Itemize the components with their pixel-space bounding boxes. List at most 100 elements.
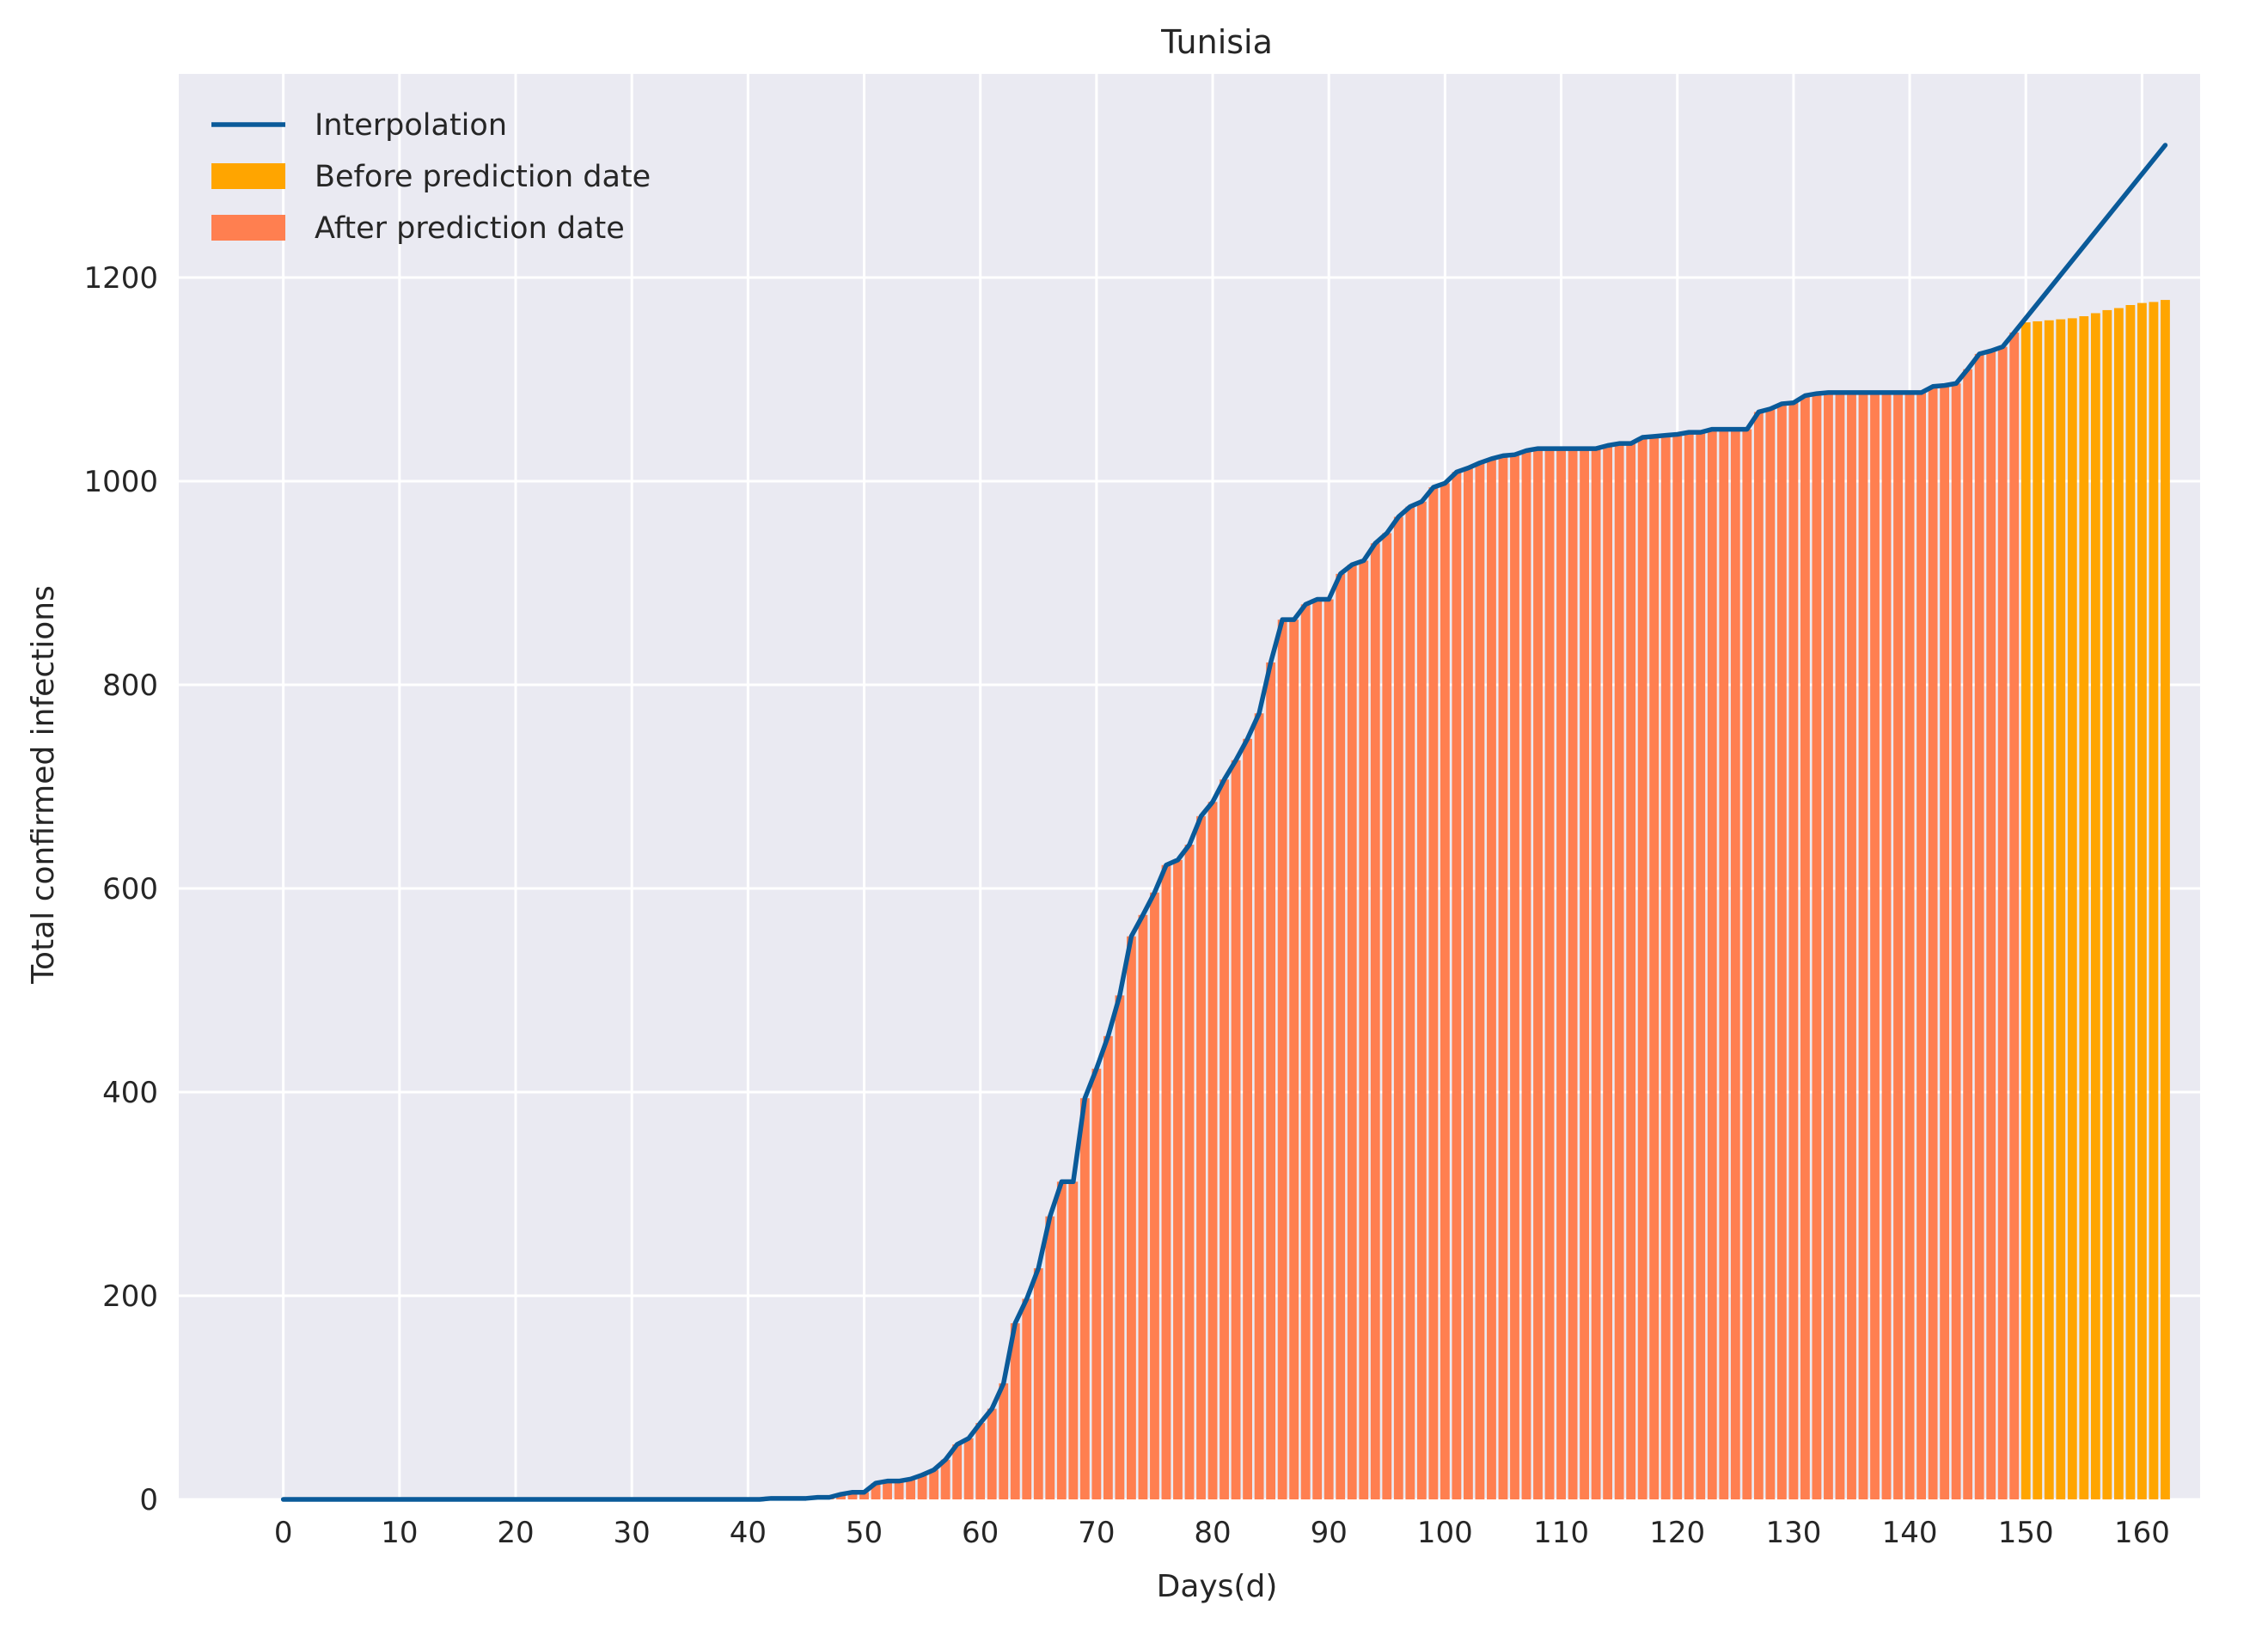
bar <box>1672 434 1683 1499</box>
bar <box>1510 455 1519 1500</box>
bar <box>1289 620 1299 1499</box>
bar <box>1138 914 1148 1499</box>
bar <box>859 1492 869 1499</box>
bar <box>1161 864 1171 1499</box>
bar <box>1300 604 1311 1499</box>
bar <box>1312 599 1323 1500</box>
y-tick-label: 0 <box>139 1483 158 1517</box>
bar <box>906 1479 915 1499</box>
bar <box>1115 995 1125 1499</box>
legend-after-swatch <box>211 215 285 241</box>
bar <box>1207 802 1218 1499</box>
bar <box>1533 449 1543 1499</box>
bar <box>1277 620 1287 1499</box>
x-tick-label: 30 <box>614 1516 651 1550</box>
bar <box>1824 392 1833 1499</box>
bar <box>1940 385 1950 1499</box>
bar <box>2125 304 2136 1499</box>
bar <box>952 1444 963 1499</box>
x-axis-label: Days(d) <box>1157 1569 1278 1604</box>
bar <box>1045 1216 1055 1499</box>
x-tick-label: 60 <box>962 1516 999 1550</box>
bar <box>1464 467 1473 1499</box>
bar <box>1788 402 1799 1499</box>
bar <box>1127 936 1136 1499</box>
x-tick-label: 40 <box>730 1516 767 1550</box>
x-tick-label: 120 <box>1649 1516 1705 1550</box>
bar <box>1196 815 1206 1499</box>
bar <box>2149 302 2159 1500</box>
legend-label-before: Before prediction date <box>315 160 651 194</box>
bar <box>1056 1181 1067 1499</box>
bar <box>1870 392 1880 1499</box>
x-tick-label: 50 <box>846 1516 883 1550</box>
bar <box>917 1474 927 1499</box>
bar <box>1498 455 1508 1499</box>
y-tick-label: 1000 <box>83 465 158 499</box>
bar <box>1916 392 1926 1499</box>
y-tick-label: 600 <box>102 872 158 907</box>
x-tick-label: 10 <box>381 1516 418 1550</box>
legend: Interpolation Before prediction date Aft… <box>211 108 651 246</box>
bar <box>1428 487 1439 1499</box>
bar <box>2009 332 2020 1499</box>
x-tick-label: 90 <box>1311 1516 1348 1550</box>
y-tick-label: 400 <box>102 1076 158 1110</box>
bar <box>929 1469 939 1499</box>
x-tick-label: 150 <box>1998 1516 2054 1550</box>
bar <box>1637 437 1648 1499</box>
x-tick-label: 160 <box>2114 1516 2170 1550</box>
bar <box>1742 429 1752 1500</box>
bar <box>1765 408 1776 1499</box>
legend-before-swatch <box>211 163 285 189</box>
bar <box>1858 392 1868 1499</box>
bar <box>1254 713 1264 1499</box>
bar <box>1010 1322 1020 1499</box>
legend-label-interpolation: Interpolation <box>315 108 507 143</box>
bar <box>1556 449 1566 1499</box>
bar <box>1580 449 1589 1499</box>
bar <box>1800 395 1810 1500</box>
bar <box>940 1459 951 1499</box>
bar <box>1835 392 1845 1499</box>
bar <box>2137 302 2147 1499</box>
bar <box>1707 429 1717 1500</box>
y-tick-label: 1200 <box>83 261 158 296</box>
x-tick-label: 80 <box>1194 1516 1231 1550</box>
bar <box>987 1408 997 1499</box>
bar <box>2067 318 2077 1499</box>
bar <box>2033 321 2043 1500</box>
bar <box>1603 445 1613 1499</box>
bars <box>766 300 2170 1500</box>
bar <box>1324 599 1334 1500</box>
bar <box>1696 432 1706 1499</box>
bar <box>1649 436 1660 1499</box>
bar <box>1416 501 1427 1500</box>
bar <box>1881 392 1892 1499</box>
bar <box>847 1492 858 1499</box>
bar <box>1568 449 1578 1499</box>
bar <box>1475 462 1485 1500</box>
y-tick-label: 800 <box>102 668 158 703</box>
bar <box>1393 516 1403 1499</box>
bar <box>1776 403 1787 1500</box>
bar <box>883 1480 892 1499</box>
x-tick-label: 130 <box>1765 1516 1821 1550</box>
bar <box>1660 435 1671 1499</box>
bar <box>1614 443 1624 1499</box>
bar <box>1370 543 1380 1500</box>
y-axis-label: Total confirmed infections <box>26 585 61 985</box>
x-tick-label: 0 <box>274 1516 293 1550</box>
bar <box>1986 351 1996 1499</box>
bar <box>1730 429 1740 1500</box>
bar <box>1150 892 1159 1499</box>
bar <box>1684 432 1694 1499</box>
bar <box>1487 458 1496 1500</box>
bar <box>1893 392 1903 1499</box>
bar <box>1847 392 1856 1499</box>
bar <box>1521 450 1531 1500</box>
bar <box>1033 1268 1043 1499</box>
bar <box>1347 565 1357 1500</box>
bar <box>1719 429 1729 1500</box>
bar <box>2090 313 2100 1500</box>
